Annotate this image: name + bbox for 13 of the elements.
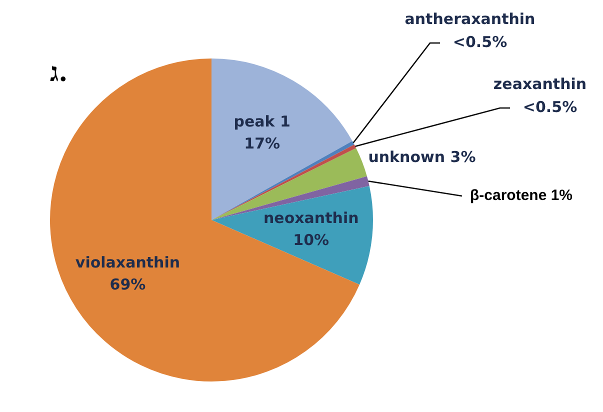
data-label: 69% [110,276,146,294]
data-label: <0.5% [452,32,508,51]
slice-label: antheraxanthin [404,10,536,28]
data-label: 17% [244,134,280,152]
slice-label: unknown 3% [368,148,476,166]
slice-label: peak 1 [234,112,290,130]
data-label: <0.5% [522,98,578,116]
text: ג. [50,58,68,88]
slice-label: β-carotene 1% [470,187,573,204]
slice-label: neoxanthin [263,208,359,227]
slice-label: zeaxanthin [493,74,587,93]
slice-label: violaxanthin [75,254,180,272]
data-label: 10% [293,230,330,249]
